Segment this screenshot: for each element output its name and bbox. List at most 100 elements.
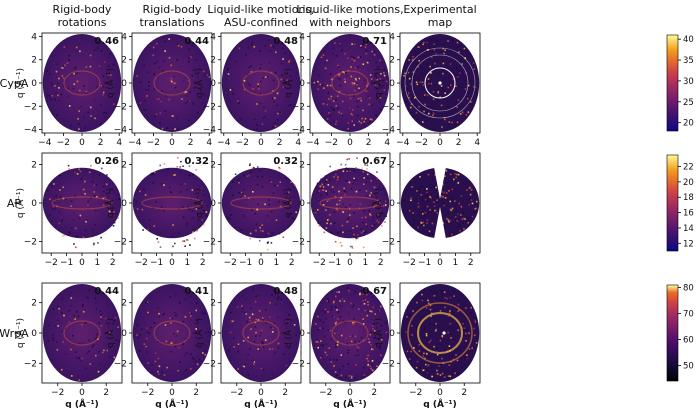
speckle	[184, 316, 187, 318]
speckle	[190, 353, 192, 356]
speckle	[76, 356, 78, 359]
speckle	[68, 55, 70, 57]
speckle	[353, 82, 356, 85]
speckle	[173, 82, 176, 84]
speckle	[83, 85, 85, 87]
x-tick-label: 0	[79, 388, 85, 398]
speckle	[335, 207, 338, 210]
speckle	[279, 205, 282, 208]
speckle	[112, 225, 115, 227]
speckle	[248, 174, 250, 177]
speckle	[60, 67, 63, 69]
speckle	[431, 233, 434, 236]
x-axis-label: q (Å⁻¹)	[65, 399, 98, 408]
speckle	[264, 203, 266, 206]
speckle	[427, 78, 430, 80]
y-axis-label: q (Å⁻¹)	[14, 68, 26, 98]
speckle	[456, 372, 458, 374]
speckle	[420, 317, 422, 319]
speckle	[372, 327, 374, 330]
speckle	[317, 222, 320, 224]
speckle	[52, 339, 55, 342]
speckle	[436, 348, 439, 350]
speckle	[344, 164, 347, 166]
x-tick-label: 4	[295, 138, 301, 148]
speckle	[207, 331, 210, 333]
speckle	[86, 352, 88, 355]
speckle	[373, 330, 376, 332]
speckle	[362, 246, 365, 249]
speckle	[451, 121, 453, 124]
diffraction-disk	[310, 34, 390, 132]
speckle	[364, 164, 366, 166]
speckle	[49, 96, 51, 98]
speckle	[430, 58, 432, 60]
speckle	[450, 190, 452, 192]
speckle	[269, 50, 271, 52]
speckle	[266, 248, 269, 251]
speckle	[425, 333, 428, 335]
speckle	[346, 287, 349, 289]
speckle	[243, 80, 246, 82]
speckle	[339, 377, 342, 379]
x-axis-label: q (Å⁻¹)	[155, 399, 188, 408]
central-feature	[242, 70, 280, 96]
speckle	[70, 348, 72, 351]
speckle	[416, 360, 419, 363]
speckle	[383, 89, 386, 91]
speckle	[342, 231, 344, 234]
speckle	[475, 91, 477, 93]
speckle	[368, 97, 371, 99]
y-axis-label: q (Å⁻¹)	[372, 68, 384, 98]
speckle	[323, 87, 325, 89]
speckle	[158, 66, 161, 69]
speckle	[317, 88, 319, 90]
speckle	[262, 106, 265, 108]
speckle	[428, 341, 431, 344]
speckle	[336, 232, 339, 234]
row-label: AP	[7, 197, 22, 210]
speckle	[192, 103, 195, 105]
speckle	[69, 124, 72, 127]
speckle	[458, 202, 461, 205]
speckle	[426, 49, 429, 51]
speckle	[204, 312, 206, 315]
correlation-value: 0.71	[362, 36, 387, 47]
x-tick-label: 2	[289, 258, 295, 268]
speckle	[179, 166, 181, 168]
speckle	[87, 204, 89, 207]
speckle	[422, 121, 424, 123]
speckle	[52, 308, 55, 310]
speckle	[424, 357, 426, 360]
speckle	[355, 167, 357, 169]
speckle	[452, 352, 455, 355]
speckle	[351, 58, 353, 60]
speckle	[284, 52, 287, 55]
speckle	[440, 195, 443, 197]
speckle	[353, 321, 356, 323]
speckle	[419, 176, 421, 178]
speckle	[243, 364, 246, 366]
speckle	[162, 314, 164, 316]
speckle	[349, 335, 352, 338]
speckle	[447, 106, 449, 108]
speckle	[464, 88, 467, 90]
speckle	[360, 336, 363, 339]
speckle	[403, 75, 405, 77]
speckle	[347, 57, 349, 59]
speckle	[449, 296, 452, 299]
speckle	[58, 77, 60, 80]
speckle	[355, 237, 357, 240]
speckle	[81, 357, 83, 360]
speckle	[96, 195, 98, 198]
speckle	[150, 172, 153, 175]
speckle	[333, 365, 335, 367]
speckle	[432, 185, 435, 188]
speckle	[257, 348, 259, 350]
y-tick-label: −2	[24, 102, 37, 112]
x-axis-label: q (Å⁻¹)	[244, 399, 277, 408]
speckle	[457, 68, 459, 71]
speckle	[176, 166, 179, 168]
speckle	[424, 96, 426, 99]
speckle	[257, 85, 260, 87]
